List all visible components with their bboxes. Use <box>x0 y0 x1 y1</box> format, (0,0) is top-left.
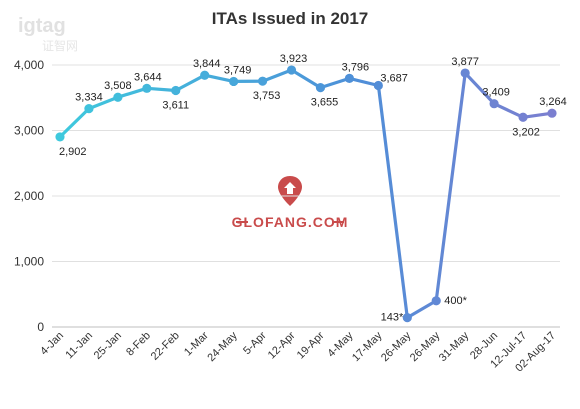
y-tick-label: 0 <box>37 320 44 334</box>
series-points <box>55 65 557 323</box>
data-label: 3,202 <box>512 126 540 138</box>
watermark-sub-text: 证智网 <box>42 38 78 53</box>
gridlines <box>52 64 560 328</box>
data-label: 3,749 <box>224 64 252 76</box>
x-tick-label: 19-Apr <box>295 329 327 361</box>
data-label: 400* <box>444 295 467 307</box>
data-point <box>431 296 441 306</box>
data-label: 2,902 <box>59 146 87 158</box>
location-pin-icon <box>278 176 302 206</box>
data-point <box>257 76 268 86</box>
data-point <box>171 85 181 96</box>
chart-title: ITAs Issued in 2017 <box>212 9 369 28</box>
data-label: 3,644 <box>134 71 162 83</box>
data-label: 3,796 <box>342 61 370 73</box>
y-tick-label: 4,000 <box>14 58 44 72</box>
data-label: 3,334 <box>75 92 103 104</box>
watermark-main-text: GLOFANG.COM <box>232 214 349 230</box>
data-label: 3,687 <box>380 73 408 85</box>
data-label: 3,923 <box>280 53 308 65</box>
watermark-top-text: igtag <box>18 15 66 37</box>
data-point <box>286 65 297 75</box>
data-point <box>373 80 383 91</box>
series-line <box>58 68 554 320</box>
x-tick-label: 31-May <box>437 329 472 364</box>
data-label: 3,877 <box>451 56 479 68</box>
data-point <box>344 73 355 83</box>
x-tick-label: 24-May <box>205 329 240 364</box>
data-point <box>402 313 412 323</box>
watermark: igtag 证智网 GLOFANG.COM <box>18 15 349 230</box>
x-tick-label: 25-Jan <box>92 330 124 362</box>
data-point <box>547 108 557 118</box>
data-point <box>113 92 123 102</box>
data-point <box>142 83 152 93</box>
data-point <box>84 104 94 114</box>
series-line-path <box>58 68 554 320</box>
data-point <box>200 70 210 80</box>
data-label: 143* <box>381 312 404 324</box>
data-point <box>460 68 470 78</box>
data-label: 3,409 <box>482 87 510 99</box>
data-point <box>489 99 499 109</box>
x-tick-label: 17-May <box>350 329 385 364</box>
x-tick-label: 22-Feb <box>149 330 182 363</box>
x-tick-label: 26-May <box>408 329 443 364</box>
data-label: 3,611 <box>162 99 189 111</box>
y-tick-label: 1,000 <box>14 255 44 269</box>
data-label: 3,753 <box>253 90 281 102</box>
data-label: 3,508 <box>104 80 132 92</box>
data-label: 3,655 <box>311 97 339 109</box>
y-tick-label: 2,000 <box>14 189 44 203</box>
data-label: 3,264 <box>539 96 567 108</box>
data-point <box>55 132 65 142</box>
x-tick-label: 26-May <box>379 329 414 364</box>
x-tick-label: 11-Jan <box>63 330 95 362</box>
y-axis-ticks: 0 1,000 2,000 3,000 4,000 <box>14 58 44 334</box>
data-label: 3,844 <box>193 58 221 70</box>
data-point <box>315 82 326 93</box>
data-point <box>518 112 528 122</box>
data-point <box>229 76 239 87</box>
y-tick-label: 3,000 <box>14 124 44 138</box>
x-tick-label: 12-Apr <box>266 329 298 361</box>
